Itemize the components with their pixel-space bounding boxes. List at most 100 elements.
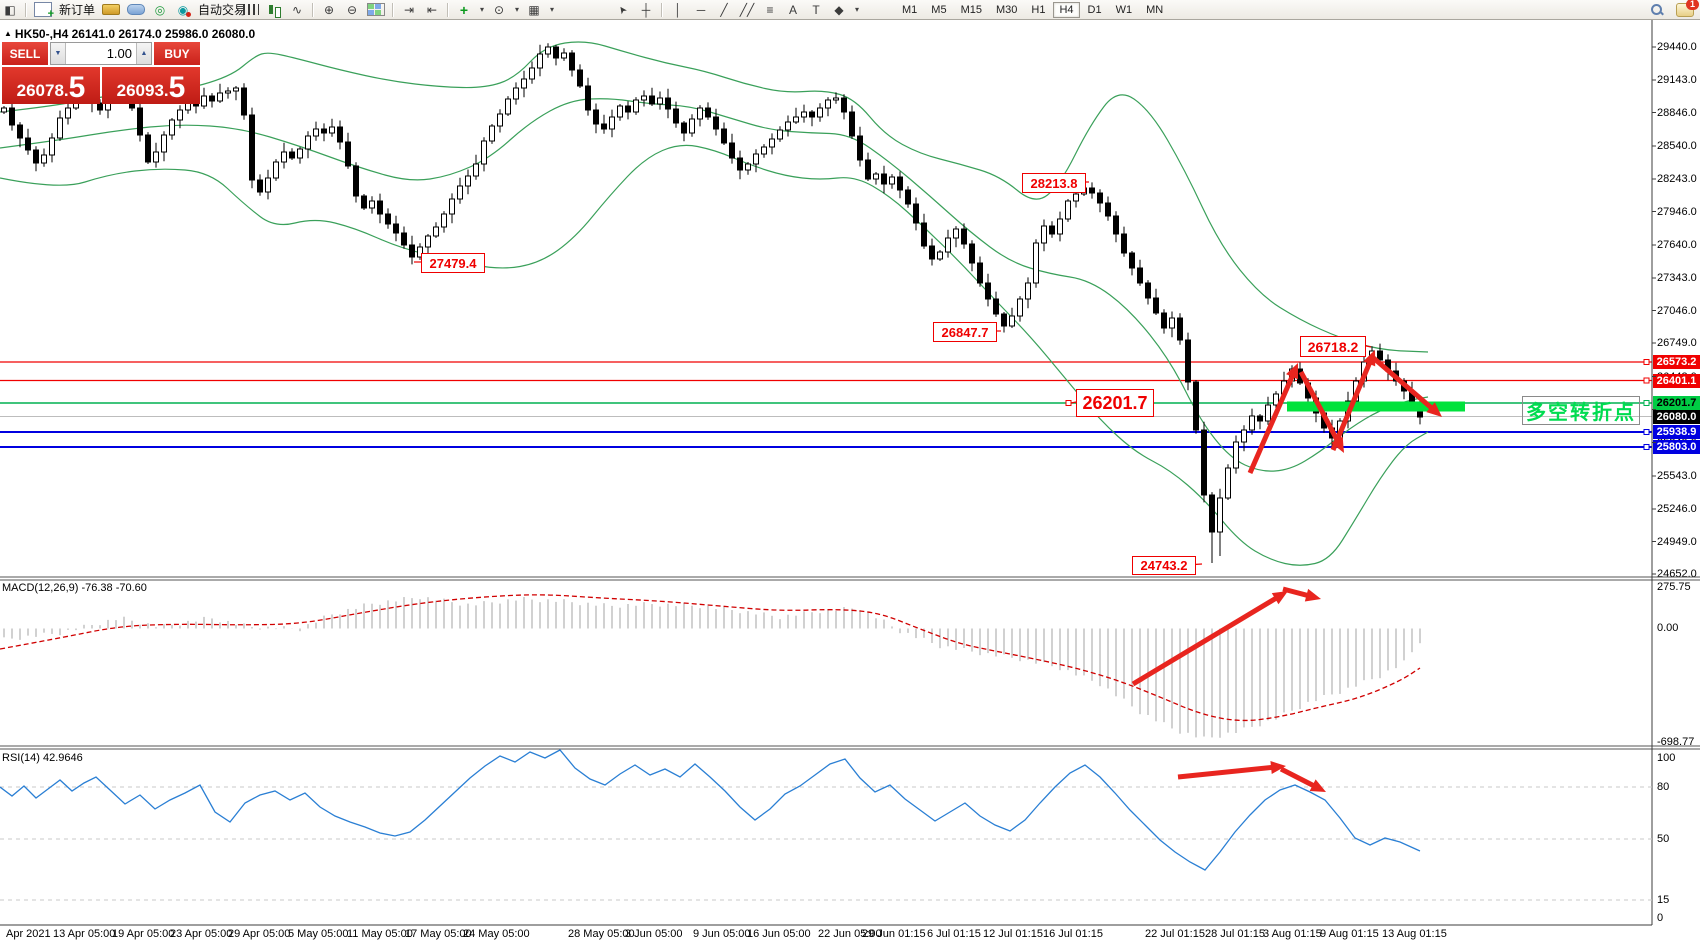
timeframe-M30[interactable]: M30 xyxy=(995,3,1018,16)
price-callout-26201.7[interactable]: 26201.7 xyxy=(1076,389,1154,417)
candle-body xyxy=(833,97,839,101)
line-handle[interactable] xyxy=(1643,359,1650,365)
add-indicator-icon[interactable]: + xyxy=(459,1,469,18)
sell-price-button[interactable]: 26078. 5 xyxy=(2,67,100,104)
candle-body xyxy=(249,114,255,181)
support-zone-bar[interactable] xyxy=(1287,401,1465,412)
periods-clock-icon[interactable]: ⊙ xyxy=(493,2,505,17)
candle-body xyxy=(1265,404,1271,422)
price-callout-24743.2[interactable]: 24743.2 xyxy=(1132,556,1196,575)
trend-arrow-0[interactable] xyxy=(1247,369,1298,474)
periods-clock-icon-dropdown[interactable]: ▾ xyxy=(515,5,520,14)
rsi-line xyxy=(0,749,1421,871)
candle-body xyxy=(1257,415,1263,422)
price-tick-label: 27640.0 xyxy=(1657,239,1697,251)
chart-edge-icon[interactable]: ◧ xyxy=(4,2,16,17)
price-callout-28213.8[interactable]: 28213.8 xyxy=(1022,173,1086,193)
lot-increase-button[interactable]: ▲ xyxy=(136,43,151,64)
new-order-icon-label[interactable]: 新订单 xyxy=(59,3,96,17)
price-tick-label: 29440.0 xyxy=(1657,41,1697,53)
toolbar-group-right: 1 xyxy=(1650,0,1699,19)
candle-body xyxy=(961,228,967,245)
timeframe-MN[interactable]: MN xyxy=(1146,3,1164,16)
candle-body xyxy=(201,95,207,107)
horizontal-line-icon[interactable]: ─ xyxy=(696,2,706,17)
toolbar-separator xyxy=(447,2,449,17)
auto-scroll-icon[interactable]: ⇥ xyxy=(403,2,415,17)
macd-arrow-0[interactable] xyxy=(1131,592,1283,687)
market-box-icon[interactable] xyxy=(102,4,121,15)
timeframe-H4[interactable]: H4 xyxy=(1053,1,1080,18)
lot-decrease-button[interactable]: ▼ xyxy=(51,43,66,64)
template-icon-dropdown[interactable]: ▾ xyxy=(550,5,555,14)
candle-body xyxy=(937,251,943,260)
candle-body xyxy=(441,213,447,228)
bar-chart-icon[interactable] xyxy=(243,4,259,15)
text-label-icon[interactable]: T xyxy=(812,2,820,17)
cloud-icon[interactable] xyxy=(127,4,146,15)
buy-price-button[interactable]: 26093. 5 xyxy=(102,67,200,104)
line-handle[interactable] xyxy=(1643,444,1650,450)
trend-arrow-2[interactable] xyxy=(1330,356,1375,451)
fibonacci-icon[interactable]: ≡ xyxy=(766,2,774,17)
autotrade-icon[interactable]: ◉ xyxy=(175,1,192,18)
timeframe-M15[interactable]: M15 xyxy=(960,3,982,16)
trend-arrow-3[interactable] xyxy=(1368,353,1438,414)
text-icon[interactable]: A xyxy=(788,2,797,17)
candle-body xyxy=(1177,317,1183,341)
chat-icon[interactable]: 1 xyxy=(1676,0,1699,17)
time-axis-label: 29 Apr 05:00 xyxy=(228,928,291,940)
chart-shift-icon[interactable]: ⇤ xyxy=(426,2,438,17)
candle-body xyxy=(377,200,383,215)
line-chart-icon[interactable]: ∿ xyxy=(291,2,303,17)
candle-body xyxy=(209,95,215,102)
template-icon[interactable]: ▦ xyxy=(528,2,540,17)
shapes-icon-dropdown[interactable]: ▾ xyxy=(855,5,860,14)
sell-button[interactable]: SELL xyxy=(2,42,48,65)
candle-body xyxy=(521,78,527,89)
candle-body xyxy=(1217,497,1223,533)
new-order-icon[interactable] xyxy=(34,2,54,20)
tile-windows-icon[interactable] xyxy=(367,3,385,16)
timeframe-W1[interactable]: W1 xyxy=(1115,3,1133,16)
cursor-icon[interactable]: ➤ xyxy=(616,2,630,17)
timeframe-M1[interactable]: M1 xyxy=(902,3,918,16)
price-callout-26847.7[interactable]: 26847.7 xyxy=(933,322,997,342)
candle-body xyxy=(241,87,247,116)
candle-body xyxy=(761,146,767,155)
channel-icon[interactable]: ╱╱ xyxy=(739,2,755,17)
signal-icon[interactable]: ◎ xyxy=(154,2,166,17)
timeframe-M5[interactable]: M5 xyxy=(931,3,947,16)
rsi-arrow-0[interactable] xyxy=(1177,764,1279,780)
candlestick-icon[interactable] xyxy=(266,2,282,18)
candle-body xyxy=(1193,381,1199,431)
price-callout-27479.4[interactable]: 27479.4 xyxy=(421,253,485,273)
buy-button[interactable]: BUY xyxy=(154,42,200,65)
autotrade-icon-label[interactable]: 自动交易 xyxy=(198,3,247,17)
add-indicator-icon-dropdown[interactable]: ▾ xyxy=(480,5,485,14)
callout-handle[interactable] xyxy=(1065,400,1072,406)
line-handle[interactable] xyxy=(1643,400,1650,406)
price-callout-26718.2[interactable]: 26718.2 xyxy=(1300,336,1366,357)
candle-body xyxy=(745,163,751,171)
timeframe-D1[interactable]: D1 xyxy=(1087,3,1102,16)
candle-body xyxy=(505,98,511,115)
rsi-arrow-1[interactable] xyxy=(1279,766,1321,791)
lot-size-input[interactable]: 1.00 xyxy=(106,46,132,61)
crosshair-icon[interactable]: ┼ xyxy=(641,2,651,17)
time-axis-label: 6 Jul 01:15 xyxy=(927,928,981,940)
trend-arrow-1[interactable] xyxy=(1298,370,1343,448)
vertical-line-icon[interactable]: │ xyxy=(674,2,682,17)
line-handle[interactable] xyxy=(1643,429,1650,435)
line-handle[interactable] xyxy=(1643,377,1650,384)
search-icon[interactable] xyxy=(1650,3,1666,17)
turning-point-note[interactable]: 多空转折点 xyxy=(1522,396,1640,425)
trendline-icon[interactable]: ╱ xyxy=(720,2,728,17)
shapes-icon[interactable]: ◆ xyxy=(834,2,844,17)
zoom-out-icon[interactable]: ⊖ xyxy=(346,2,358,17)
zoom-in-icon[interactable]: ⊕ xyxy=(323,2,335,17)
timeframe-H1[interactable]: H1 xyxy=(1031,3,1046,16)
candle-body xyxy=(825,99,831,109)
